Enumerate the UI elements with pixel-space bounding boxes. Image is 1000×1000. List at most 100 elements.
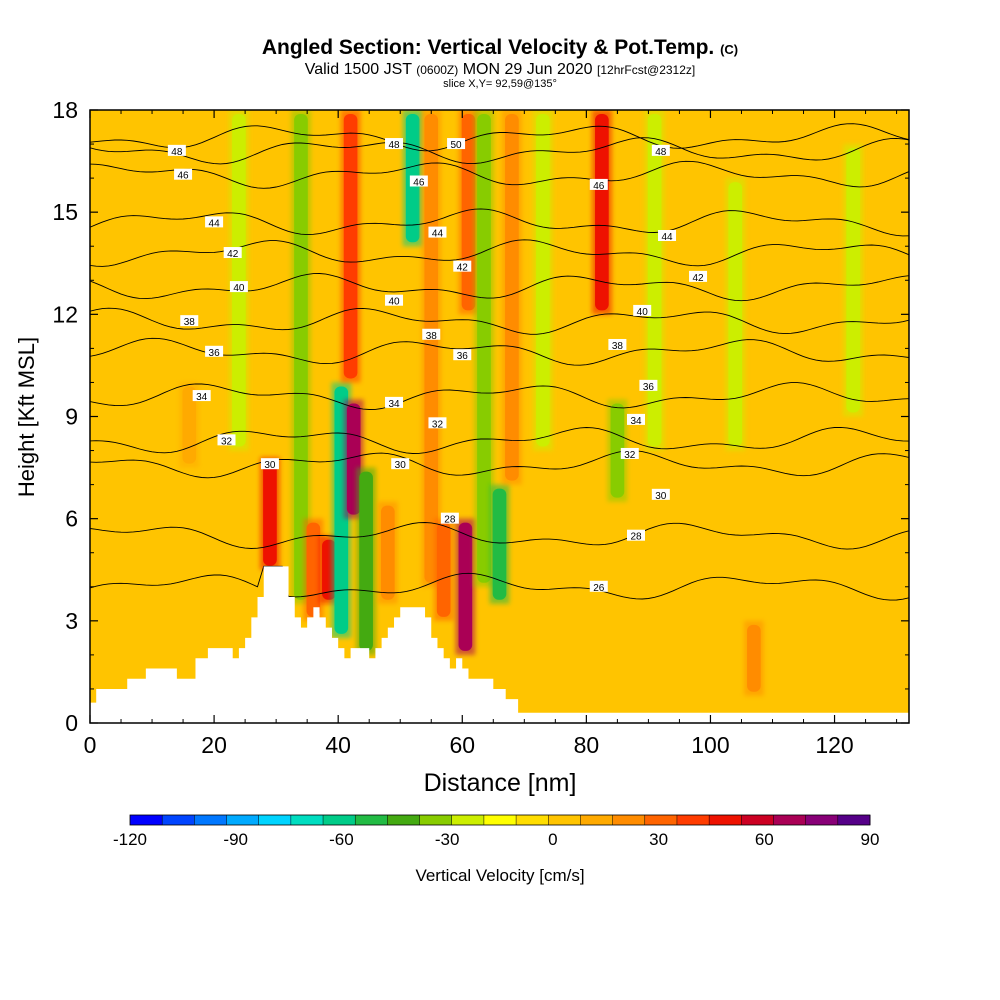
- colorbar-swatch: [741, 815, 774, 825]
- colorbar-swatch: [548, 815, 581, 825]
- colorbar-swatch: [323, 815, 356, 825]
- colorbar-swatch: [419, 815, 453, 825]
- contour-label-text: 40: [233, 283, 245, 294]
- contour-label: 38: [608, 338, 627, 352]
- contour-label: 30: [651, 488, 670, 502]
- contour-label-bg: [205, 216, 224, 228]
- contour-label-text: 40: [388, 297, 400, 308]
- velocity-column: [294, 114, 308, 600]
- potential-temperature-contours: [90, 123, 909, 601]
- contour-label-text: 38: [612, 341, 624, 352]
- vertical-velocity-field: [179, 110, 863, 696]
- contour-line: [90, 208, 909, 237]
- contour-label: 44: [205, 216, 224, 229]
- x-tick-label: 100: [691, 732, 729, 758]
- contour-label: 46: [589, 178, 608, 192]
- contour-label-bg: [409, 175, 428, 187]
- velocity-column: [536, 114, 550, 447]
- contour-label: 40: [229, 281, 248, 294]
- colorbar-swatch: [837, 815, 871, 825]
- velocity-column: [343, 114, 358, 379]
- velocity-column: [492, 488, 507, 600]
- colorbar-swatch: [387, 815, 421, 825]
- contour-label: 34: [627, 413, 645, 427]
- y-tick-label: 0: [65, 710, 78, 736]
- colorbar-tick-label: -120: [113, 830, 147, 849]
- velocity-column: [610, 403, 625, 498]
- y-tick-label: 12: [52, 301, 78, 327]
- colorbar-label: Vertical Velocity [cm/s]: [415, 866, 584, 885]
- x-tick-label: 60: [449, 732, 475, 758]
- contour-label-bg: [229, 281, 248, 293]
- contour-label-bg: [428, 417, 447, 429]
- contour-label-text: 40: [637, 307, 649, 318]
- contour-label: 30: [391, 458, 410, 471]
- x-tick-label: 0: [84, 732, 97, 758]
- contour-line: [90, 273, 909, 302]
- velocity-column: [263, 461, 277, 566]
- colorbar-swatch: [451, 815, 485, 825]
- colorbar: -120 -90 -60 -30 0 30 60 90: [113, 814, 879, 849]
- contour-label-bg: [205, 345, 224, 357]
- contour-label-text: 44: [661, 232, 673, 243]
- contour-label: 36: [639, 379, 658, 393]
- colorbar-swatch: [483, 815, 517, 825]
- contour-label: 50: [447, 138, 466, 151]
- contour-label-bg: [167, 144, 186, 156]
- colorbar-swatch: [290, 815, 324, 825]
- colorbar-tick-label: 30: [649, 830, 668, 849]
- contour-label-bg: [453, 349, 472, 361]
- contour-label-bg: [627, 529, 645, 541]
- velocity-column: [436, 522, 451, 617]
- contour-label-text: 38: [184, 317, 196, 328]
- contour-label-text: 42: [227, 249, 239, 260]
- contour-label-text: 42: [457, 263, 469, 274]
- contour-label-text: 36: [457, 351, 469, 362]
- contour-label-bg: [589, 580, 608, 592]
- x-axis-label: Distance [nm]: [424, 769, 577, 797]
- contour-label-bg: [658, 230, 677, 242]
- contour-label-bg: [627, 413, 645, 425]
- contour-label-bg: [620, 447, 639, 459]
- velocity-column: [647, 114, 662, 447]
- contour-line: [90, 137, 909, 165]
- contour-label: 28: [440, 512, 459, 526]
- contour-label-text: 44: [432, 229, 444, 240]
- contour-line: [90, 522, 909, 550]
- contour-label: 40: [633, 304, 652, 318]
- contour-label-bg: [180, 315, 199, 327]
- colorbar-swatch: [676, 815, 710, 825]
- contour-line: [90, 450, 909, 479]
- contour-label-text: 34: [630, 416, 642, 427]
- contour-line: [90, 123, 909, 152]
- contour-label-text: 44: [209, 218, 221, 229]
- colorbar-swatch: [612, 815, 646, 825]
- contour-label-bg: [428, 226, 447, 238]
- velocity-column: [505, 114, 519, 481]
- velocity-column: [846, 148, 860, 413]
- valid-prefix: Valid 1500 JST: [304, 61, 412, 78]
- contour-label-text: 34: [196, 392, 208, 403]
- contour-label: 36: [453, 349, 472, 362]
- velocity-column: [359, 471, 373, 651]
- colorbar-tick-label: -30: [435, 830, 460, 849]
- contour-label: 34: [192, 390, 211, 403]
- contour-label: 42: [689, 270, 708, 284]
- contour-label-bg: [651, 144, 670, 156]
- x-axis: 0 20 40 60 80 100 120: [84, 110, 898, 758]
- contour-label-bg: [217, 434, 236, 446]
- contour-label: 26: [589, 580, 608, 594]
- contour-label-text: 32: [432, 419, 444, 430]
- contour-label: 40: [385, 294, 404, 308]
- contour-label-bg: [589, 178, 608, 190]
- contour-labels: 26 28 28 30 30 30 32 32 32 34 34 34 36 36 36 38 38 38 40 40…: [167, 138, 708, 594]
- y-tick-label: 3: [65, 608, 78, 634]
- velocity-column: [458, 522, 473, 651]
- contour-label: 32: [428, 417, 447, 430]
- plot-background: [90, 110, 909, 723]
- contour-label-text: 30: [264, 460, 276, 471]
- colorbar-swatch: [709, 815, 742, 825]
- colorbar-swatch: [162, 815, 195, 825]
- contour-label: 38: [422, 328, 441, 342]
